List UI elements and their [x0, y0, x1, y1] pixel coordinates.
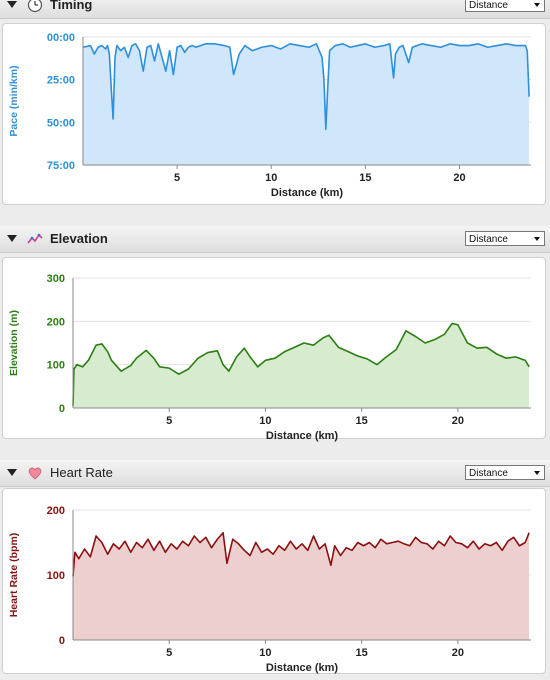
x-tick-label: 20: [452, 415, 464, 427]
elevation-panel-header[interactable]: Elevation Distance: [0, 226, 550, 253]
y-axis-label: Pace (min/km): [8, 65, 20, 136]
collapse-triangle-icon[interactable]: [7, 235, 17, 242]
y-tick-label: 200: [47, 505, 65, 517]
timing-panel: Timing Distance 00:00 25:00 50:00 75:00 5 10 1…: [0, 0, 550, 214]
x-axis-label: Distance (km): [266, 430, 338, 442]
x-tick-label: 5: [174, 172, 180, 184]
series-line: [72, 531, 530, 577]
y-tick-label: 100: [47, 570, 65, 582]
dropdown-value: Distance: [469, 468, 508, 479]
x-axis-label: Distance (km): [266, 662, 338, 674]
elevation-chart: 0 100 200 300 5 10 15 20 Distance (km) Elevation …: [2, 257, 546, 442]
x-axis-label: Distance (km): [271, 187, 343, 199]
x-tick-label: 5: [166, 647, 172, 659]
series-line: [72, 322, 530, 406]
timing-panel-header[interactable]: Timing Distance: [0, 0, 550, 19]
area-fill: [73, 323, 530, 408]
elevation-axis-dropdown[interactable]: Distance: [465, 231, 545, 246]
y-axis-label: Heart Rate (bpm): [8, 533, 20, 618]
y-tick-label: 00:00: [47, 32, 75, 44]
x-tick-label: 15: [359, 172, 371, 184]
chevron-down-icon: [534, 237, 540, 241]
area-fill: [83, 43, 530, 165]
y-tick-label: 25:00: [47, 75, 75, 87]
x-tick-label: 20: [453, 172, 465, 184]
y-axis-label: Elevation (m): [8, 310, 20, 376]
timing-chart-svg: 00:00 25:00 50:00 75:00 5 10 15 20 Distance (km)…: [8, 32, 531, 199]
heart-icon: [28, 467, 42, 480]
x-tick-label: 15: [356, 647, 368, 659]
dropdown-value: Distance: [469, 234, 508, 245]
timing-chart: 00:00 25:00 50:00 75:00 5 10 15 20 Distance (km)…: [2, 23, 546, 205]
x-tick-label: 5: [166, 415, 172, 427]
heart-rate-chart: 0 100 200 5 10 15 20 Distance (km) Heart Rate (b…: [2, 488, 546, 674]
x-tick-label: 10: [259, 415, 271, 427]
dropdown-value: Distance: [469, 0, 508, 11]
y-tick-label: 0: [59, 635, 65, 647]
clock-icon: [27, 0, 43, 13]
elevation-panel: Elevation Distance 0 100 200 300 5 10 15 20 Dist…: [0, 226, 550, 448]
panel-title: Heart Rate: [50, 465, 113, 480]
y-tick-label: 75:00: [47, 160, 75, 172]
elevation-chart-icon: [27, 233, 43, 244]
heart-rate-chart-svg: 0 100 200 5 10 15 20 Distance (km) Heart Rate (b…: [8, 505, 531, 674]
x-tick-label: 10: [259, 647, 271, 659]
timing-axis-dropdown[interactable]: Distance: [465, 0, 545, 12]
y-tick-label: 200: [47, 316, 65, 328]
collapse-triangle-icon[interactable]: [7, 1, 17, 8]
x-tick-label: 10: [265, 172, 277, 184]
x-tick-label: 15: [356, 415, 368, 427]
x-tick-label: 20: [452, 647, 464, 659]
y-tick-label: 50:00: [47, 117, 75, 129]
series-line: [82, 43, 530, 130]
panel-title: Timing: [50, 0, 93, 12]
y-tick-label: 0: [59, 403, 65, 415]
chevron-down-icon: [534, 3, 540, 7]
heart-rate-panel: Heart Rate Distance 0 100 200 5 10 15 20 Distan…: [0, 460, 550, 680]
heart-rate-panel-header[interactable]: Heart Rate Distance: [0, 460, 550, 487]
chevron-down-icon: [534, 471, 540, 475]
heart-rate-axis-dropdown[interactable]: Distance: [465, 465, 545, 480]
y-tick-label: 100: [47, 360, 65, 372]
collapse-triangle-icon[interactable]: [7, 469, 17, 476]
area-fill: [73, 532, 530, 640]
elevation-chart-svg: 0 100 200 300 5 10 15 20 Distance (km) Elevation …: [8, 273, 531, 442]
y-tick-label: 300: [47, 273, 65, 285]
panel-title: Elevation: [50, 231, 108, 246]
